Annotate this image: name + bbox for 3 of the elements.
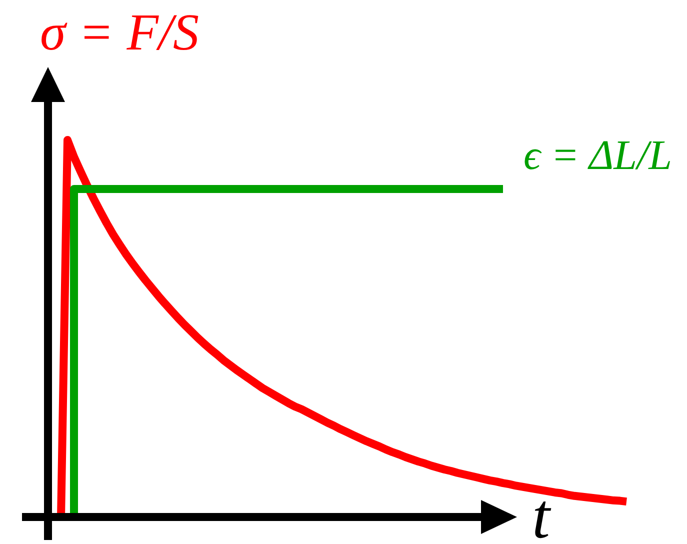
series-label: σ = F/S: [40, 4, 199, 62]
series-label: ϵ = ΔL/L: [523, 133, 672, 179]
x-axis-title: t: [532, 480, 552, 544]
